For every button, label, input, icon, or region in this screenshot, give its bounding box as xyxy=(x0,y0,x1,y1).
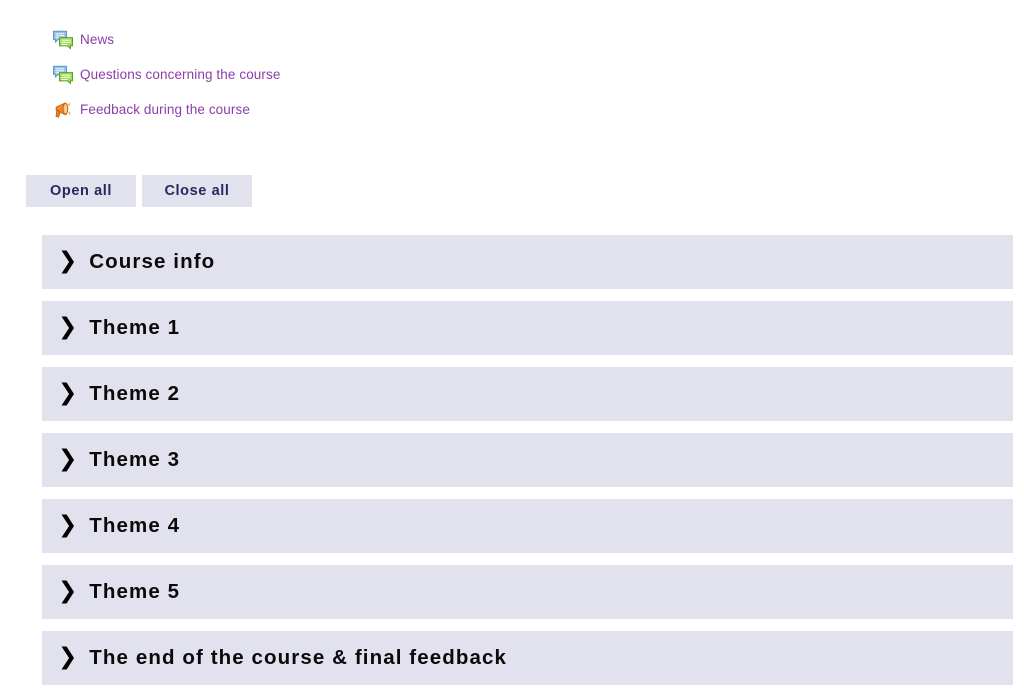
section-title: The end of the course & final feedback xyxy=(89,646,507,669)
section-header-theme-1[interactable]: ❯ Theme 1 xyxy=(42,301,1013,355)
close-all-button[interactable]: Close all xyxy=(142,175,252,207)
section-header-course-info[interactable]: ❯ Course info xyxy=(42,235,1013,289)
section-header-theme-4[interactable]: ❯ Theme 4 xyxy=(42,499,1013,553)
list-item[interactable]: Questions concerning the course xyxy=(52,57,1024,92)
chevron-right-icon: ❯ xyxy=(58,511,78,538)
section-header-theme-5[interactable]: ❯ Theme 5 xyxy=(42,565,1013,619)
forum-icon xyxy=(52,64,74,86)
chevron-right-icon: ❯ xyxy=(58,643,78,670)
activity-list: News Questions concerning the course xyxy=(0,0,1024,127)
section-title: Theme 4 xyxy=(89,514,181,537)
section-header-theme-2[interactable]: ❯ Theme 2 xyxy=(42,367,1013,421)
list-item[interactable]: News xyxy=(52,22,1024,57)
section-title: Theme 2 xyxy=(89,382,181,405)
section-title: Theme 1 xyxy=(89,316,181,339)
chevron-right-icon: ❯ xyxy=(58,445,78,472)
section-title: Theme 5 xyxy=(89,580,181,603)
list-item-label[interactable]: News xyxy=(80,31,115,47)
forum-icon xyxy=(52,29,74,51)
chevron-right-icon: ❯ xyxy=(58,313,78,340)
chevron-right-icon: ❯ xyxy=(58,577,78,604)
course-sections: ❯ Course info ❯ Theme 1 ❯ Theme 2 ❯ Them… xyxy=(0,235,1024,685)
chevron-right-icon: ❯ xyxy=(58,247,78,274)
section-title: Theme 3 xyxy=(89,448,181,471)
open-all-button[interactable]: Open all xyxy=(26,175,136,207)
list-item-label[interactable]: Feedback during the course xyxy=(80,101,250,117)
section-title: Course info xyxy=(89,250,216,273)
collapse-controls: Open all Close all xyxy=(0,175,1024,207)
list-item[interactable]: Feedback during the course xyxy=(52,92,1024,127)
megaphone-icon xyxy=(52,99,74,121)
section-header-end-of-course[interactable]: ❯ The end of the course & final feedback xyxy=(42,631,1013,685)
chevron-right-icon: ❯ xyxy=(58,379,78,406)
section-header-theme-3[interactable]: ❯ Theme 3 xyxy=(42,433,1013,487)
list-item-label[interactable]: Questions concerning the course xyxy=(80,66,281,82)
